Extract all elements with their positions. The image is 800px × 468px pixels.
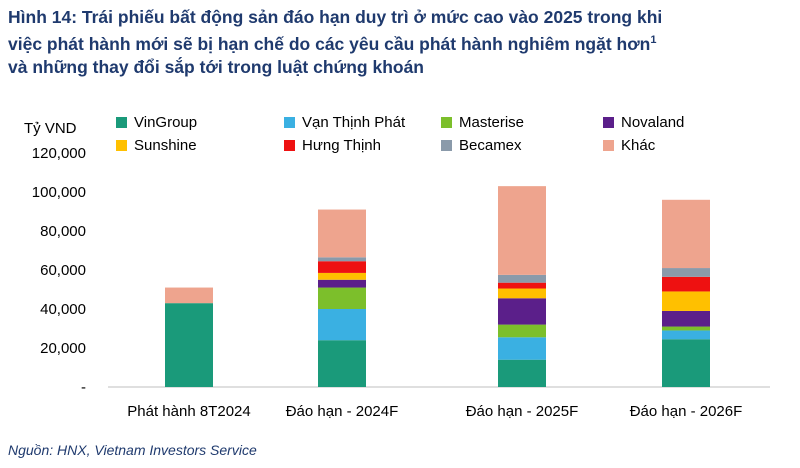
y-tick-label: 120,000: [32, 145, 86, 162]
legend-swatch: [603, 117, 614, 128]
bar-segment-vingroup: [662, 339, 710, 387]
x-tick-label: Đáo hạn - 2025F: [466, 403, 579, 420]
legend-label: Hưng Thịnh: [302, 137, 381, 154]
title-line-3: và những thay đổi sắp tới trong luật chứ…: [8, 56, 424, 77]
y-tick-label: 100,000: [32, 184, 86, 201]
y-axis-unit-label: Tỷ VND: [24, 120, 77, 137]
bar-segment-khac: [165, 287, 213, 304]
stacked-bar-chart: - 20,000 40,000 60,000 80,000 100,000 120,000 P…: [32, 145, 770, 420]
legend-item-masterise: Masterise: [441, 114, 524, 131]
legend-swatch: [284, 117, 295, 128]
bar-segment-becamex: [318, 257, 366, 262]
bar-segment-khac: [498, 186, 546, 275]
bar-segment-vingroup: [318, 340, 366, 387]
bar-segment-van-thinh-phat: [662, 330, 710, 340]
legend-label: Becamex: [459, 137, 522, 154]
legend-item-hung-thinh: Hưng Thịnh: [284, 137, 381, 154]
title-line-1: Hình 14: Trái phiếu bất động sản đáo hạn…: [8, 7, 663, 27]
chart-title: Hình 14: Trái phiếu bất động sản đáo hạn…: [8, 6, 794, 79]
y-tick-label: 20,000: [40, 340, 86, 357]
legend-swatch: [116, 117, 127, 128]
bar-segment-van-thinh-phat: [498, 337, 546, 360]
bar-segment-khac: [662, 199, 710, 269]
legend-item-novaland: Novaland: [603, 114, 684, 131]
x-tick-label: Phát hành 8T2024: [127, 403, 250, 420]
bar-segment-sunshine: [318, 272, 366, 280]
legend-label: Novaland: [621, 114, 685, 131]
bar-segment-khac: [318, 209, 366, 258]
bar-segment-hung-thinh: [662, 276, 710, 292]
bar-segment-masterise: [318, 287, 366, 309]
x-tick-label: Đáo hạn - 2024F: [286, 403, 399, 420]
title-line-2: việc phát hành mới sẽ bị hạn chế do các …: [8, 33, 651, 54]
legend-label: VinGroup: [134, 114, 198, 131]
bar-segment-masterise: [498, 324, 546, 338]
y-tick-label: 40,000: [40, 301, 86, 318]
bar-segment-van-thinh-phat: [318, 309, 366, 341]
legend-item-vingroup: VinGroup: [116, 114, 197, 131]
legend-swatch: [284, 140, 295, 151]
bar-segment-masterise: [662, 326, 710, 331]
title-footnote-mark: 1: [650, 34, 657, 46]
bar-segment-vingroup: [165, 303, 213, 387]
legend-item-sunshine: Sunshine: [116, 137, 197, 154]
legend-swatch: [441, 140, 452, 151]
legend-swatch: [603, 140, 614, 151]
y-tick-label: 80,000: [40, 223, 86, 240]
bar-segment-becamex: [662, 268, 710, 277]
bar-segment-hung-thinh: [498, 282, 546, 289]
legend-label: Sunshine: [134, 137, 197, 154]
bar-segment-sunshine: [498, 288, 546, 299]
legend-label: Masterise: [459, 114, 525, 131]
bar-segment-sunshine: [662, 291, 710, 311]
x-tick-label: Đáo hạn - 2026F: [630, 403, 743, 420]
legend-item-van-thinh-phat: Vạn Thịnh Phát: [284, 114, 405, 131]
bar-segment-becamex: [498, 274, 546, 283]
bar-segment-novaland: [498, 298, 546, 325]
legend-swatch: [116, 140, 127, 151]
legend-swatch: [441, 117, 452, 128]
legend-item-khac: Khác: [603, 137, 655, 154]
legend-label: Khác: [621, 137, 656, 154]
source-note: Nguồn: HNX, Vietnam Investors Service: [8, 442, 257, 458]
legend-item-becamex: Becamex: [441, 137, 522, 154]
bar-segment-vingroup: [498, 359, 546, 387]
legend-label: Vạn Thịnh Phát: [302, 114, 406, 131]
bar-segment-novaland: [662, 310, 710, 327]
bar-segment-novaland: [318, 279, 366, 288]
y-tick-label: -: [81, 379, 86, 396]
y-tick-label: 60,000: [40, 262, 86, 279]
bar-segment-hung-thinh: [318, 261, 366, 273]
